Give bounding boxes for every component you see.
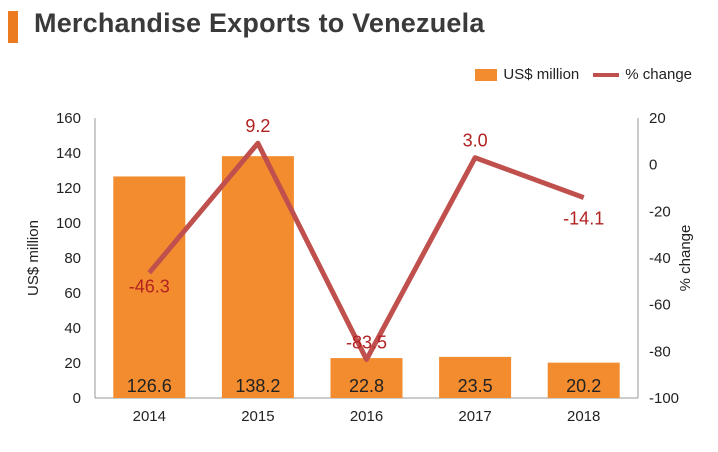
y-axis-title: US$ million: [25, 220, 42, 296]
y2-tick-label: -60: [649, 297, 671, 314]
y2-axis-title: % change: [677, 225, 694, 292]
line-value-label: 9.2: [245, 116, 270, 136]
x-tick-label: 2014: [133, 408, 166, 425]
bar-value-label: 23.5: [458, 376, 493, 396]
chart-title: Merchandise Exports to Venezuela: [34, 8, 485, 38]
y-tick-label: 120: [56, 180, 81, 197]
legend-item-bars: US$ million: [475, 66, 579, 83]
y-tick-label: 100: [56, 215, 81, 232]
bar: [330, 358, 403, 398]
legend-label-line: % change: [625, 66, 692, 83]
title-accent-bar: [8, 11, 18, 43]
y-tick-label: 80: [64, 250, 81, 267]
x-tick-label: 2017: [458, 408, 491, 425]
y2-tick-label: -80: [649, 343, 671, 360]
y2-tick-label: -100: [649, 390, 679, 407]
x-tick-label: 2016: [350, 408, 383, 425]
y-tick-label: 20: [64, 355, 81, 372]
y-tick-label: 160: [56, 110, 81, 127]
line-value-label: -83.5: [346, 333, 387, 353]
line-value-label: 3.0: [463, 131, 488, 151]
x-tick-label: 2018: [567, 408, 600, 425]
y2-tick-label: -40: [649, 250, 671, 267]
line-value-label: -14.1: [563, 209, 604, 229]
y-tick-label: 140: [56, 145, 81, 162]
bar: [113, 176, 186, 398]
bar-value-label: 138.2: [235, 376, 280, 396]
bar-value-label: 22.8: [349, 376, 384, 396]
line-value-label: -46.3: [129, 277, 170, 297]
y2-tick-label: 0: [649, 157, 657, 174]
legend-swatch-line: [593, 72, 620, 77]
y-tick-label: 0: [73, 390, 81, 407]
y-tick-label: 60: [64, 285, 81, 302]
bar: [439, 356, 512, 398]
bar-value-label: 20.2: [566, 376, 601, 396]
bar-value-label: 126.6: [127, 376, 172, 396]
x-tick-label: 2015: [241, 408, 274, 425]
line-series: [147, 140, 585, 362]
legend-label-bars: US$ million: [503, 66, 580, 83]
legend-swatch-bar: [475, 68, 498, 81]
y2-tick-label: 20: [649, 110, 666, 127]
legend: US$ million % change: [461, 66, 692, 83]
y2-tick-label: -20: [649, 203, 671, 220]
legend-item-line: % change: [593, 66, 692, 83]
bar: [547, 362, 620, 398]
y-tick-label: 40: [64, 320, 81, 337]
